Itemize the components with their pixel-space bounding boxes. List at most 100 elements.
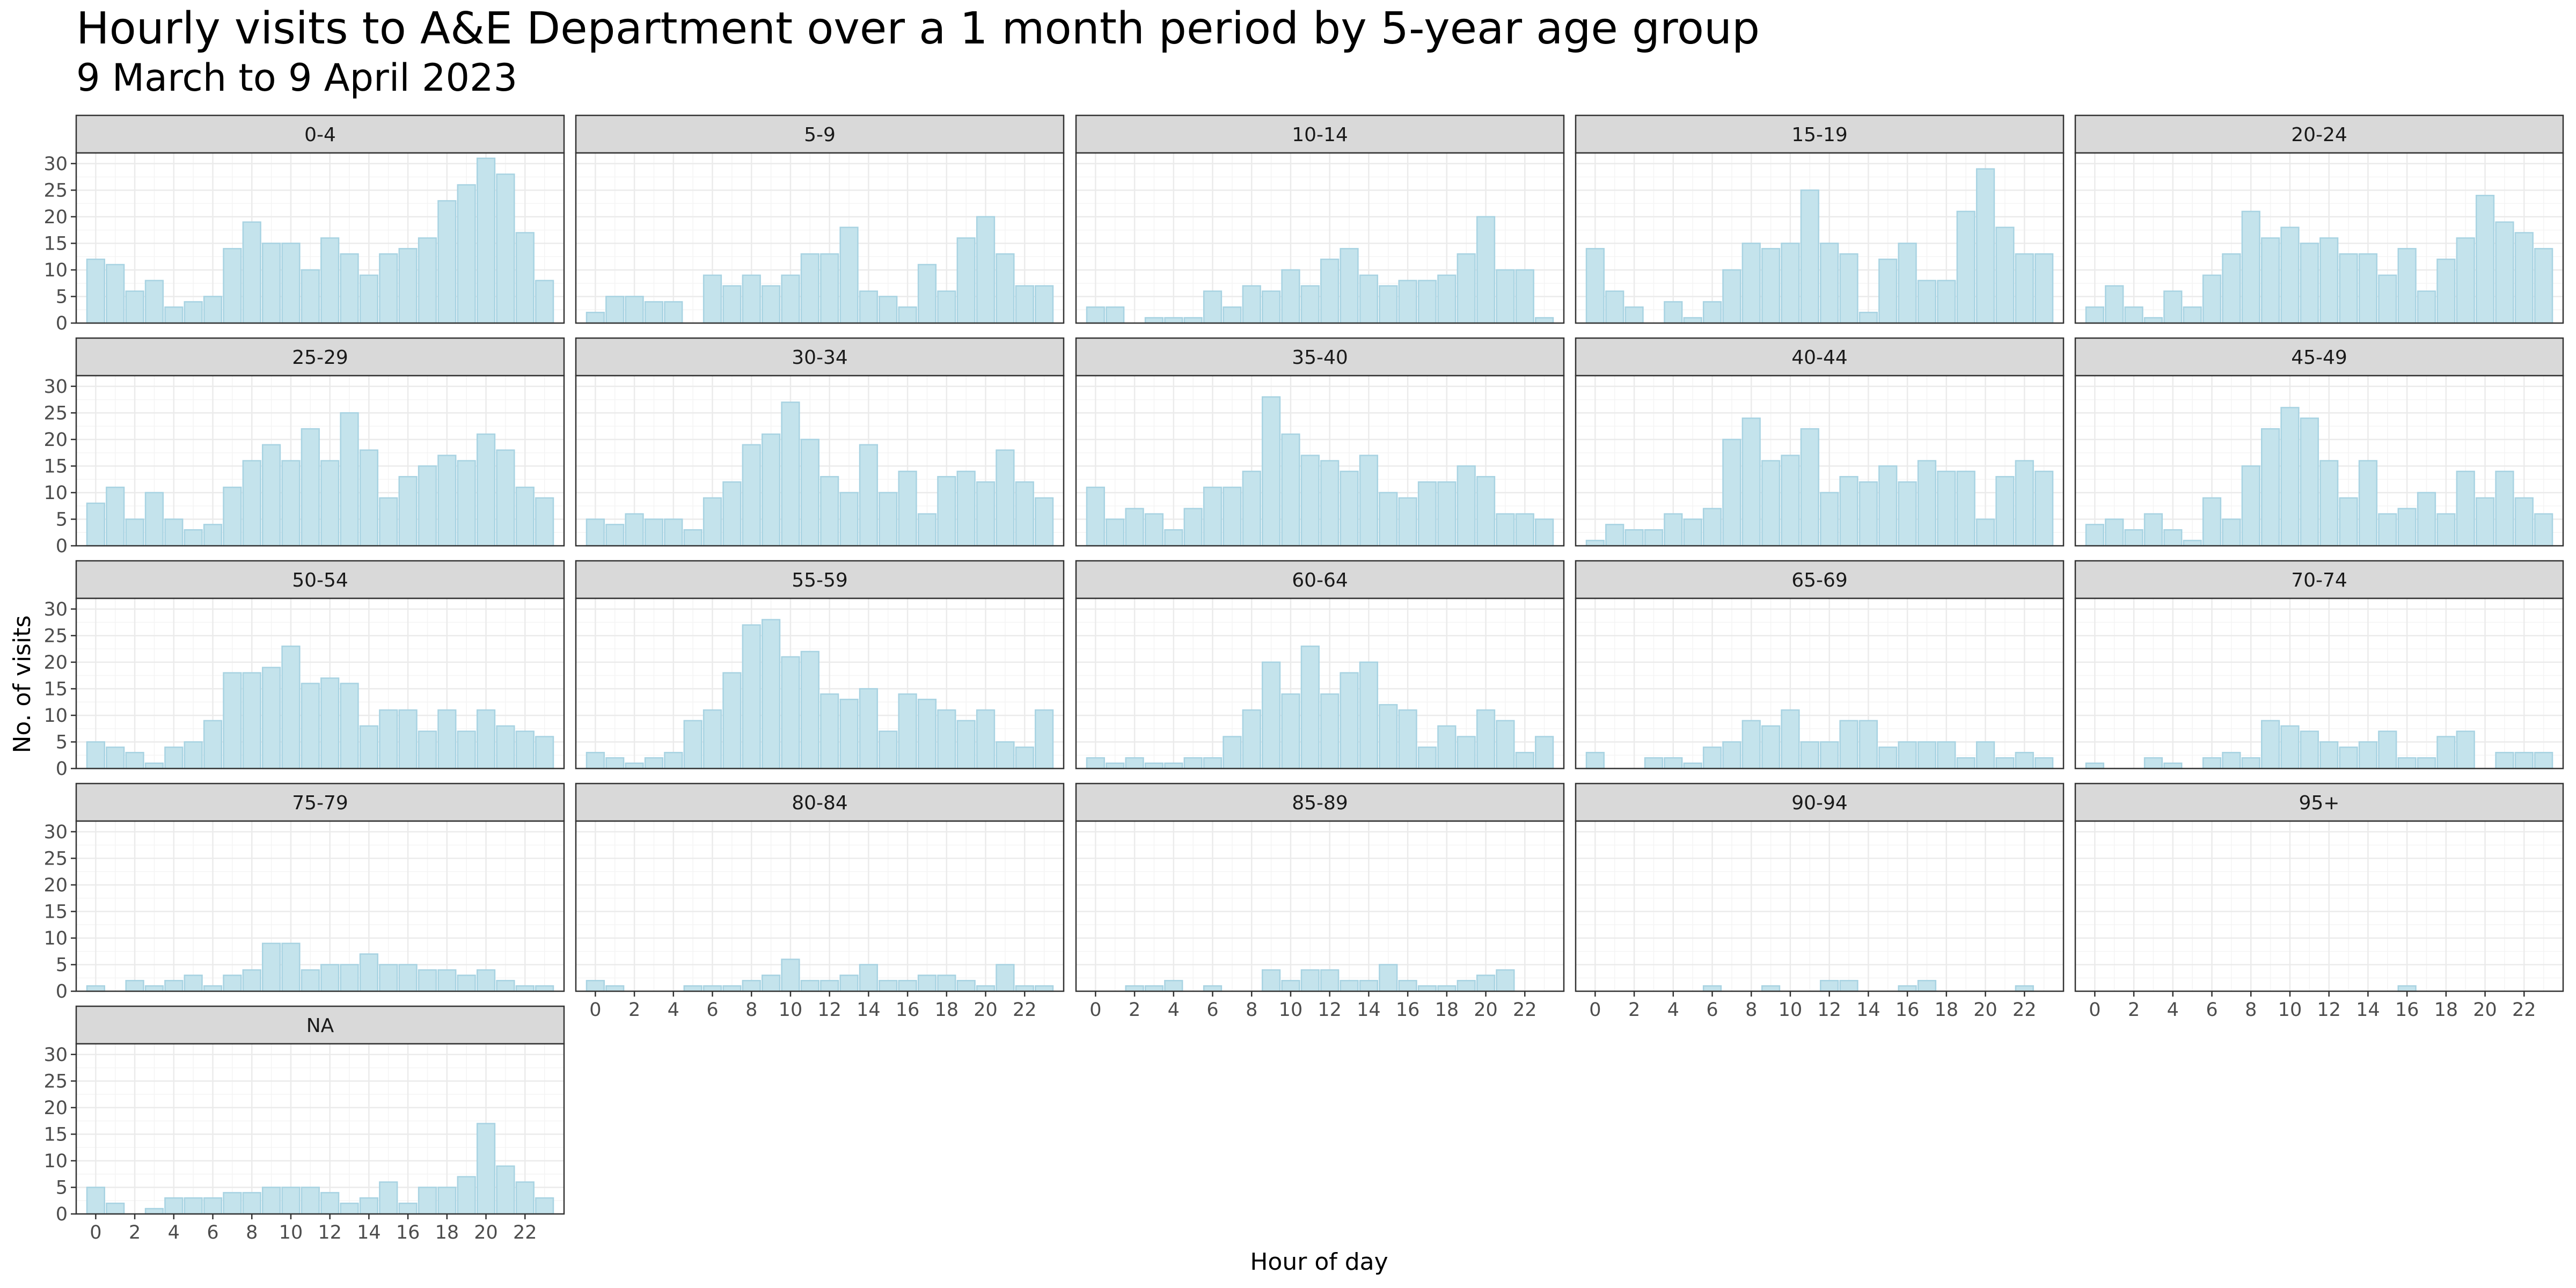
bar (1144, 513, 1164, 547)
bar (1437, 725, 1457, 770)
bar (1035, 709, 1054, 770)
x-tick-label: 6 (1206, 999, 1218, 1021)
bar (976, 216, 996, 324)
bar (125, 518, 144, 547)
bar (1937, 471, 1956, 547)
bar (1203, 985, 1223, 992)
bar (1975, 168, 1995, 324)
x-tick-label: 12 (1817, 999, 1841, 1021)
bar (781, 274, 800, 324)
bar (917, 975, 937, 992)
y-tick-label: 30 (43, 153, 68, 175)
bar (1683, 317, 1702, 324)
facet-strip-label: 85-89 (1292, 792, 1348, 814)
bar (184, 975, 203, 992)
facet-panel: 55-59 (575, 560, 1065, 770)
bar (2358, 460, 2378, 547)
bar (457, 184, 476, 324)
y-tick-label: 25 (43, 1071, 68, 1092)
bar (722, 481, 742, 547)
y-tick-label: 15 (43, 1124, 68, 1145)
bar (1359, 979, 1379, 992)
y-tick-label: 30 (43, 599, 68, 620)
bar (2183, 306, 2202, 324)
x-tick-label: 18 (435, 1222, 459, 1243)
bar (586, 518, 605, 547)
bar (1379, 285, 1398, 324)
bar (879, 730, 898, 770)
x-tick-label: 18 (2434, 999, 2458, 1021)
bar (586, 979, 605, 992)
bar (535, 497, 554, 547)
bar (937, 975, 956, 992)
bar (437, 1187, 457, 1215)
bar (2417, 492, 2436, 547)
bar (2105, 518, 2124, 547)
bar (2280, 725, 2300, 770)
bar (937, 475, 956, 547)
bar (2475, 195, 2495, 324)
bar (125, 290, 144, 324)
bar (2495, 752, 2514, 770)
bar (2436, 258, 2456, 324)
y-tick-label: 5 (56, 731, 68, 753)
bar (2222, 752, 2241, 770)
bar (1261, 969, 1281, 992)
x-tick-label: 0 (2089, 999, 2101, 1021)
bar (1242, 709, 1261, 770)
bar (1457, 736, 1476, 770)
bar (1086, 306, 1105, 324)
x-tick-label: 6 (207, 1222, 218, 1243)
bar (476, 969, 496, 992)
bar (605, 985, 625, 992)
bar (223, 1192, 242, 1215)
x-tick-label: 20 (1474, 999, 1498, 1021)
bar (1300, 285, 1320, 324)
bar (2202, 274, 2222, 324)
bar (859, 688, 879, 770)
x-tick-label: 20 (974, 999, 998, 1021)
y-axis-title: No. of visits (9, 615, 36, 753)
bar (761, 285, 781, 324)
bar (1035, 497, 1054, 547)
bar (2378, 274, 2397, 324)
bar (281, 243, 301, 324)
bar (281, 1187, 301, 1215)
facet-strip-label: 35-40 (1292, 347, 1348, 369)
bar (820, 475, 839, 547)
bar (800, 253, 819, 324)
x-tick-label: 10 (779, 999, 803, 1021)
bar (2163, 529, 2183, 547)
bar (2222, 518, 2241, 547)
bar (839, 698, 859, 770)
bar (956, 237, 976, 324)
bar (625, 762, 644, 770)
panel-border (75, 820, 565, 992)
bar (281, 460, 301, 547)
facet-strip-label: 80-84 (792, 792, 848, 814)
chart-title: Hourly visits to A&E Department over a 1… (76, 3, 1760, 54)
x-tick-label: 18 (1935, 999, 1959, 1021)
bar (320, 237, 340, 324)
bar (2339, 747, 2358, 770)
bar (1820, 979, 1839, 992)
facet-panel: 85-89 0 2 4 6 8 10 12 14 16 18 20 22 (1075, 782, 1565, 1021)
bar (281, 645, 301, 770)
bar (1183, 757, 1203, 770)
y-tick-label: 5 (56, 1177, 68, 1198)
bar (2397, 248, 2417, 324)
bar (1898, 243, 1917, 324)
y-tick-label: 30 (43, 822, 68, 843)
facet-strip (75, 1005, 565, 1045)
facet-strip (1075, 560, 1565, 599)
bar (1417, 985, 1437, 992)
x-tick-label: 14 (2356, 999, 2380, 1021)
bar (879, 979, 898, 992)
bar (106, 747, 125, 770)
bar (2319, 460, 2339, 547)
bar (722, 285, 742, 324)
facet-strip-label: 50-54 (292, 569, 348, 591)
y-tick-label: 30 (43, 376, 68, 398)
bar (515, 486, 535, 547)
